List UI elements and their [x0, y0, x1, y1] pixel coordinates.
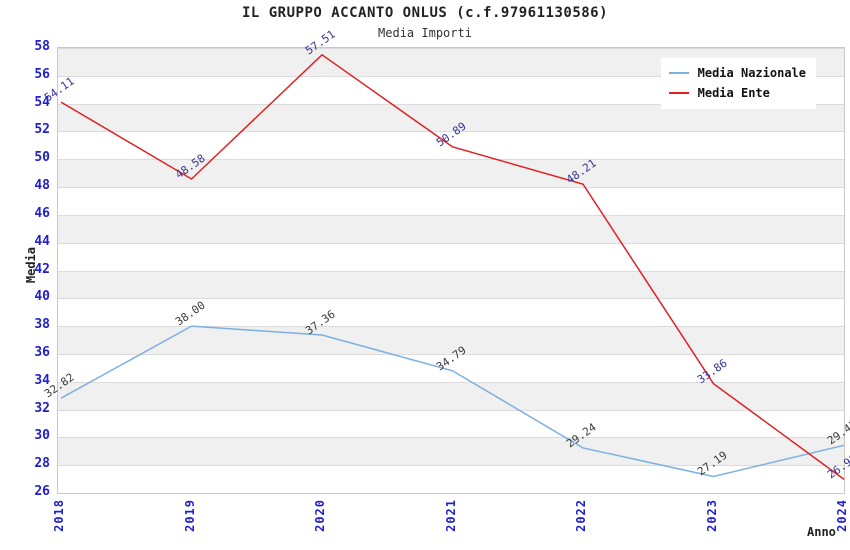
y-tick-label: 26 — [34, 484, 50, 499]
chart-title: IL GRUPPO ACCANTO ONLUS (c.f.97961130586… — [241, 5, 609, 21]
y-tick-label: 34 — [34, 372, 50, 388]
x-tick-label: 2024 — [835, 499, 849, 532]
legend-line-swatch-nazionale — [668, 72, 689, 74]
plot-band — [58, 409, 844, 438]
y-tick-label: 32 — [34, 400, 50, 416]
x-tick-label: 2020 — [313, 499, 327, 532]
plot-band — [58, 381, 844, 410]
plot-band — [58, 242, 844, 271]
legend-item-media-ente: Media Ente — [668, 83, 806, 103]
x-tick-label: 2023 — [704, 499, 719, 532]
plot-band — [58, 326, 844, 354]
y-tick-label: 50 — [34, 150, 50, 166]
y-tick-label: 40 — [34, 289, 50, 305]
legend-label-media-nazionale: Media Nazionale — [697, 66, 806, 80]
chart-subtitle: Media Importi — [378, 26, 472, 40]
y-tick-label: 44 — [34, 233, 50, 249]
x-axis-title: Anno — [807, 525, 836, 539]
y-tick-label: 28 — [34, 456, 50, 472]
plot-band — [58, 187, 844, 215]
legend-label-media-ente: Media Ente — [697, 86, 770, 100]
y-tick-label: 46 — [34, 205, 50, 221]
legend-line-swatch-ente — [668, 92, 689, 94]
plot-band — [58, 298, 844, 327]
plot-band — [58, 465, 844, 493]
plot-band — [58, 214, 844, 243]
x-tick-label: 2018 — [52, 499, 66, 532]
series-line-media-ente — [60, 53, 845, 480]
y-tick-label: 54 — [34, 94, 50, 110]
legend: Media Nazionale Media Ente — [660, 58, 816, 109]
x-tick-label: 2022 — [574, 499, 588, 532]
plot-area: 32.82 38.00 37.36 34.79 29.24 27.19 29.43 54.11… — [42, 27, 850, 494]
plot-band — [58, 270, 844, 299]
line-chart-svg — [60, 53, 845, 480]
y-tick-label: 58 — [34, 39, 50, 54]
plot-band — [58, 159, 844, 188]
y-tick-label: 52 — [34, 122, 50, 138]
plot-band — [58, 353, 844, 382]
plot-band — [58, 437, 844, 466]
x-tick-label: 2021 — [443, 499, 458, 532]
series-line-media-nazionale — [60, 325, 845, 478]
y-tick-label: 38 — [34, 317, 50, 333]
y-tick-label: 36 — [34, 344, 50, 360]
y-tick-label: 30 — [34, 428, 50, 444]
x-tick-label: 2019 — [182, 499, 197, 532]
y-tick-label: 42 — [34, 261, 50, 277]
legend-item-media-nazionale: Media Nazionale — [668, 63, 806, 83]
y-tick-label: 56 — [34, 66, 50, 82]
y-tick-label: 48 — [34, 178, 50, 194]
